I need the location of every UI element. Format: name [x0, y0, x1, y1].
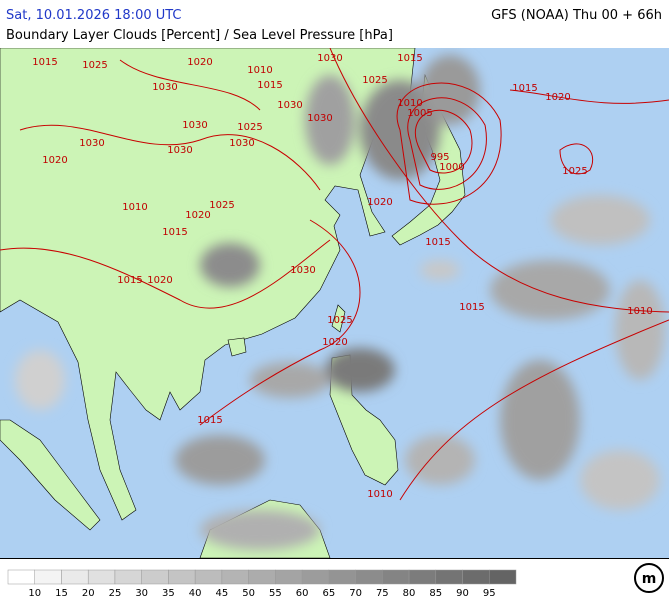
isobar-label: 1020: [367, 197, 392, 208]
isobar-label: 1030: [79, 138, 104, 149]
legend-label: 80: [403, 588, 416, 599]
legend-label: 25: [109, 588, 122, 599]
isobar-label: 1005: [407, 108, 432, 119]
isobar-label: 1010: [247, 65, 272, 76]
legend-swatch: [87, 569, 116, 585]
legend-swatch: [114, 569, 142, 585]
isobar-label: 1015: [257, 80, 282, 91]
isobar-label: 1010: [367, 489, 392, 500]
legend-swatch: [355, 569, 383, 585]
svg-text:m: m: [642, 571, 657, 587]
legend-swatch: [408, 569, 437, 585]
isobar-label: 1015: [117, 275, 142, 286]
legend-swatch: [328, 569, 356, 585]
isobar-label: 1000: [439, 162, 464, 173]
isobar-label: 1025: [82, 60, 107, 71]
isobar-label: 1015: [425, 237, 450, 248]
isobar-label: 1015: [197, 415, 222, 426]
legend-swatch: [275, 569, 303, 585]
logo: m: [634, 563, 664, 593]
model-run: GFS (NOAA) Thu 00 + 66h: [491, 8, 662, 23]
legend-label: 60: [296, 588, 309, 599]
legend-label: 20: [82, 588, 95, 599]
isobar-label: 1030: [317, 53, 342, 64]
isobar-label: 1030: [152, 82, 177, 93]
isobar-label: 1025: [362, 75, 387, 86]
legend-swatch: [168, 569, 196, 585]
legend-label: 40: [189, 588, 202, 599]
legend-swatch: [435, 569, 463, 585]
datetime: Sat, 10.01.2026 18:00 UTC: [6, 8, 182, 23]
legend-swatch: [141, 569, 169, 585]
color-legend: 10 15 20 25 30 35 40 45 50 55 60 65 70 75 80 85 90 95: [7, 569, 517, 599]
land-mainland: [0, 48, 416, 521]
isobar-label: 1020: [545, 92, 570, 103]
isobar-label: 1030: [182, 120, 207, 131]
isobar-label: 1030: [277, 100, 302, 111]
isobar-label: 1010: [122, 202, 147, 213]
isobar-label: 1020: [147, 275, 172, 286]
legend-label: 70: [349, 588, 362, 599]
legend-label: 10: [28, 588, 41, 599]
legend-swatch: [248, 569, 276, 585]
legend-label: 45: [216, 588, 229, 599]
land-taiwan: [331, 304, 346, 333]
isobar-label: 1030: [229, 138, 254, 149]
legend-swatch: [489, 569, 517, 585]
isobar-label: 1030: [290, 265, 315, 276]
isobar-label: 1020: [322, 337, 347, 348]
isobar-label: 1030: [167, 145, 192, 156]
legend-label: 50: [242, 588, 255, 599]
isobar-label: 1015: [459, 302, 484, 313]
legend-swatch: [34, 569, 62, 585]
isobar-label: 1015: [162, 227, 187, 238]
legend-label: 15: [55, 588, 68, 599]
isobar-label: 1025: [562, 166, 587, 177]
isobars: [0, 48, 669, 501]
legend-label: 75: [376, 588, 389, 599]
legend-label: 85: [429, 588, 442, 599]
isobar-label: 1020: [42, 155, 67, 166]
isobar-label: 1030: [307, 113, 332, 124]
legend-label: 30: [135, 588, 148, 599]
clouds: [15, 55, 665, 550]
map-border: [0, 558, 669, 559]
isobar-label: 1010: [627, 306, 652, 317]
isobar-label: 1015: [32, 57, 57, 68]
legend-swatch: [7, 569, 35, 585]
land-sumatra: [0, 419, 101, 531]
legend-label: 55: [269, 588, 282, 599]
legend-swatch: [61, 569, 89, 585]
isobar-label: 1020: [187, 57, 212, 68]
isobar-label: 1020: [185, 210, 210, 221]
legend-label: 90: [456, 588, 469, 599]
isobar-label: 995: [430, 152, 449, 163]
legend-swatch: [462, 569, 490, 585]
legend-label: 35: [162, 588, 175, 599]
land-japan: [391, 73, 466, 246]
legend-swatch: [221, 569, 249, 585]
isobar-label: 1025: [237, 122, 262, 133]
isobar-label: 1025: [209, 200, 234, 211]
legend-swatch: [301, 569, 330, 585]
legend-swatch: [382, 569, 410, 585]
map-title: Boundary Layer Clouds [Percent] / Sea Le…: [6, 28, 393, 43]
land-hainan: [227, 337, 247, 357]
isobar-label: 1010: [397, 98, 422, 109]
legend-label: 65: [322, 588, 335, 599]
isobar-label: 1025: [327, 315, 352, 326]
isobar-label: 1015: [512, 83, 537, 94]
isobar-label: 1015: [397, 53, 422, 64]
legend-swatch: [194, 569, 223, 585]
legend-label: 95: [483, 588, 496, 599]
